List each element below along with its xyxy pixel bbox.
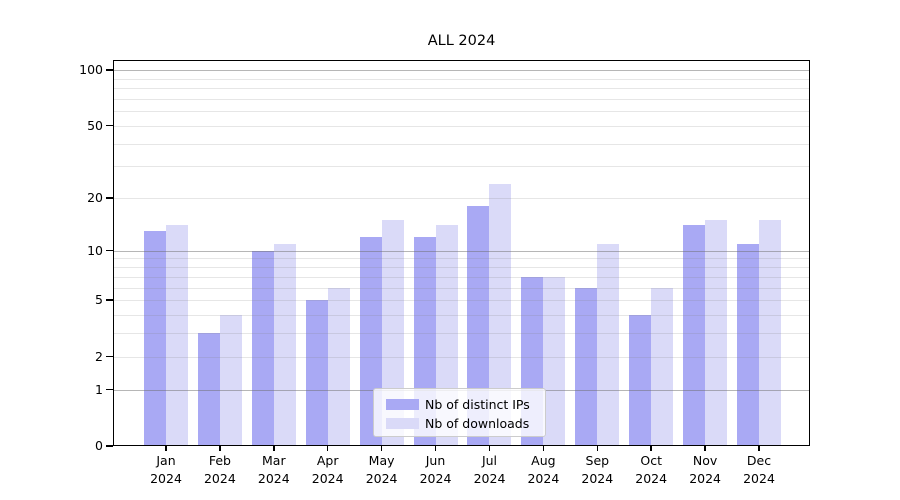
gridline-minor — [113, 88, 810, 89]
x-tick-label: Dec 2024 — [743, 453, 775, 486]
x-tick — [758, 446, 760, 451]
gridline-minor — [113, 166, 810, 168]
y-tick — [106, 249, 113, 252]
legend-item-distinct-ips: Nb of distinct IPs — [386, 397, 530, 412]
plot-area: Nb of distinct IPs Nb of downloads — [113, 60, 810, 446]
gridline-minor — [113, 98, 810, 100]
y-tick-label: 5 — [95, 292, 103, 307]
bar-distinct-ips — [251, 250, 274, 446]
bar-downloads — [327, 287, 350, 446]
gridline-minor — [113, 333, 810, 335]
bar-distinct-ips — [683, 225, 706, 446]
gridline-minor — [113, 356, 810, 358]
gridline-minor — [113, 287, 810, 289]
x-tick-label: Jan 2024 — [150, 453, 182, 486]
bar-downloads — [543, 276, 566, 446]
bar-distinct-ips — [144, 231, 166, 446]
bar-downloads — [597, 243, 620, 446]
bar-downloads — [651, 287, 674, 446]
x-tick-label: May 2024 — [365, 453, 398, 486]
bar-distinct-ips — [629, 314, 652, 446]
gridline-minor — [113, 300, 810, 301]
y-tick-label: 10 — [87, 242, 103, 258]
x-tick — [219, 446, 221, 451]
bar-downloads — [489, 183, 512, 446]
legend-item-downloads: Nb of downloads — [386, 416, 529, 431]
bar-distinct-ips — [736, 243, 759, 446]
legend-swatch-distinct-ips — [386, 399, 419, 410]
x-tick-label: Oct 2024 — [635, 453, 668, 486]
x-tick — [596, 446, 599, 451]
gridline-major — [113, 70, 810, 71]
x-tick-label: Mar 2024 — [257, 453, 290, 486]
legend: Nb of distinct IPs Nb of downloads — [373, 388, 546, 437]
gridlines-layer — [113, 60, 810, 446]
y-tick — [106, 355, 113, 358]
legend-label-downloads: Nb of downloads — [425, 416, 530, 431]
y-tick — [106, 388, 113, 391]
x-tick — [488, 446, 491, 451]
x-tick — [273, 446, 275, 451]
x-tick-label: Nov 2024 — [689, 453, 721, 486]
legend-label-distinct-ips: Nb of distinct IPs — [425, 397, 530, 412]
y-tick-label: 0 — [95, 438, 103, 453]
gridline-minor — [113, 111, 810, 113]
bar-downloads — [273, 243, 296, 446]
y-tick — [106, 69, 113, 71]
gridline-minor — [113, 78, 810, 80]
y-tick — [106, 124, 113, 127]
y-tick-label: 100 — [79, 62, 103, 77]
gridline-minor — [113, 143, 810, 145]
bar-distinct-ips — [467, 206, 490, 446]
bar-distinct-ips — [305, 300, 328, 446]
chart-title: ALL 2024 — [427, 33, 496, 49]
x-tick — [434, 446, 437, 451]
x-tick — [165, 446, 167, 451]
gridline-minor — [113, 258, 810, 260]
bar-distinct-ips — [575, 287, 598, 446]
bar-downloads — [166, 225, 188, 446]
x-tick-label: Apr 2024 — [311, 453, 344, 486]
y-tick — [106, 197, 113, 199]
x-tick — [326, 446, 329, 451]
x-tick-label: Feb 2024 — [203, 453, 236, 486]
x-tick — [542, 446, 545, 451]
y-tick-label: 20 — [87, 190, 103, 205]
x-tick — [704, 446, 706, 451]
y-tick-label: 2 — [95, 348, 103, 364]
x-tick — [650, 446, 652, 451]
y-tick-label: 50 — [87, 117, 103, 133]
gridline-major — [113, 250, 810, 252]
y-tick-label: 1 — [95, 381, 103, 397]
gridline-minor — [113, 125, 810, 127]
x-tick-label: Sep 2024 — [581, 453, 614, 486]
x-tick-label: Jun 2024 — [419, 453, 452, 486]
y-tick — [106, 445, 113, 447]
gridline-minor — [113, 314, 810, 316]
gridline-minor — [113, 276, 810, 278]
gridline-minor — [113, 267, 810, 268]
x-tick-label: Aug 2024 — [527, 453, 560, 486]
x-tick-label: Jul 2024 — [473, 453, 506, 486]
legend-swatch-downloads — [386, 418, 419, 429]
x-tick — [380, 446, 383, 451]
gridline-minor — [113, 198, 810, 199]
bar-downloads — [219, 314, 242, 446]
y-tick — [106, 299, 113, 301]
